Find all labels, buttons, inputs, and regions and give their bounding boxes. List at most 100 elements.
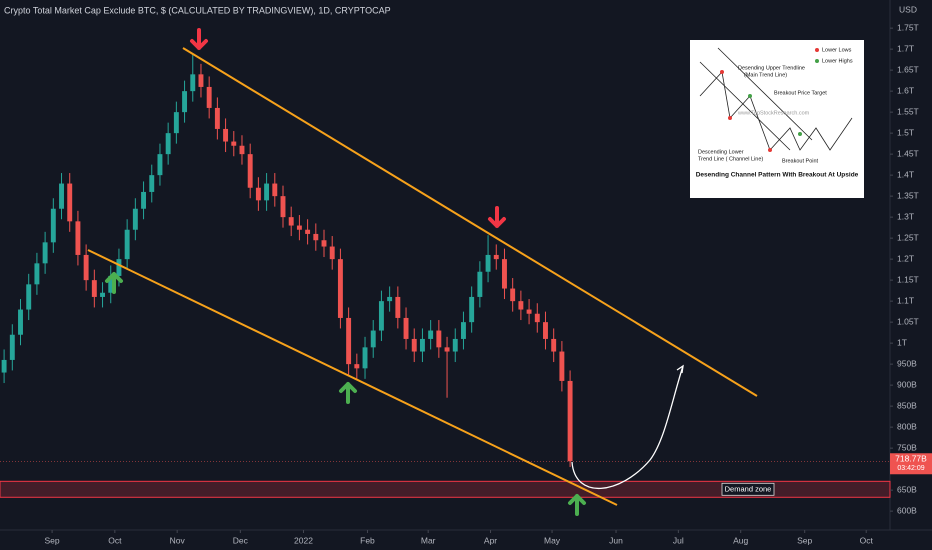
candle-body — [182, 91, 188, 113]
candle-body — [206, 86, 212, 108]
legend-dot — [815, 59, 819, 63]
y-tick-label: 1.25T — [897, 232, 919, 242]
candle-body — [100, 292, 105, 297]
candle-body — [370, 330, 376, 348]
candle-body — [551, 338, 557, 352]
x-tick-label: Aug — [733, 535, 748, 545]
chart-title: Crypto Total Market Cap Exclude BTC, $ (… — [4, 5, 391, 15]
x-tick-label: Oct — [108, 535, 122, 545]
candle-body — [214, 107, 220, 129]
inset-background — [690, 40, 864, 198]
candle-body — [288, 217, 294, 226]
inset-caption: Desending Channel Pattern With Breakout … — [696, 172, 859, 179]
inset-label: Desending Upper Trendline — [738, 65, 805, 71]
demand-zone-label-box — [721, 482, 775, 496]
last-price-label: 718.77B — [895, 454, 927, 464]
candle-body — [18, 309, 23, 335]
inset-label: Breakout Price Target — [774, 90, 827, 96]
candle-body — [190, 74, 196, 92]
x-tick-label: Apr — [484, 535, 497, 545]
candle-body — [518, 301, 524, 310]
candle-body — [67, 183, 73, 222]
candle-body — [313, 233, 319, 241]
candle-body — [567, 380, 573, 462]
y-tick-label: 600B — [897, 505, 917, 515]
y-tick-label: 1.65T — [897, 64, 919, 74]
inset-dot — [720, 70, 724, 74]
candle-body — [42, 242, 48, 264]
legend-dot — [815, 48, 819, 52]
inset-label: (Main Trend Line) — [744, 72, 787, 78]
red-arrow — [190, 28, 208, 50]
x-tick-label: Dec — [233, 535, 249, 545]
candle-body — [1, 359, 7, 373]
candle-body — [34, 263, 40, 285]
candle-body — [165, 133, 171, 155]
candle-body — [141, 191, 147, 209]
inset-dot — [798, 132, 802, 136]
y-tick-label: 1.1T — [897, 295, 914, 305]
candle-body — [395, 296, 401, 318]
projection-arrowhead — [676, 364, 684, 374]
demand-zone-group: Demand zone — [0, 480, 891, 498]
y-tick-label: 1.6T — [897, 85, 914, 95]
projection-curve — [571, 365, 684, 490]
y-tick-label: 1.5T — [897, 127, 914, 137]
x-tick-label: Nov — [170, 535, 186, 545]
candle-body — [75, 221, 81, 255]
inset-site: www.TopStockResearch.com — [737, 110, 810, 116]
candle-body — [534, 313, 540, 323]
demand-zone — [0, 480, 891, 498]
y-tick-label: 750B — [897, 442, 917, 452]
y-tick-label: 950B — [897, 358, 917, 368]
x-tick-label: Feb — [360, 535, 375, 545]
candle-body — [436, 330, 442, 348]
candle-body — [452, 338, 458, 352]
candle-body — [91, 280, 97, 297]
inset-dot — [748, 94, 752, 98]
y-tick-label: 1.45T — [897, 148, 919, 158]
y-tick-label: 1T — [897, 337, 907, 347]
candle-body — [354, 364, 360, 369]
legend-text: Lower Lows — [822, 47, 852, 53]
candle-body — [346, 317, 352, 365]
y-tick-label: 900B — [897, 379, 917, 389]
candle-body — [272, 183, 278, 197]
lower-trendline — [87, 249, 618, 506]
candle-body — [132, 208, 138, 230]
candle-body — [108, 275, 114, 293]
y-tick-label: 1.2T — [897, 253, 914, 263]
y-tick-label: 1.4T — [897, 169, 914, 179]
inset-dot — [768, 148, 772, 152]
candle-body — [149, 175, 155, 192]
candle-body — [378, 301, 384, 331]
x-tick-label: Mar — [421, 535, 436, 545]
candle-body — [296, 225, 302, 230]
inset-label: Descending Lower — [698, 149, 744, 155]
y-tick-label: 1.7T — [897, 43, 914, 53]
candle-body — [173, 112, 179, 134]
legend-text: Lower Highs — [822, 58, 853, 64]
candle-body — [502, 259, 507, 289]
y-tick-label: 650B — [897, 484, 917, 494]
candle-body — [419, 338, 425, 352]
currency-label: USD — [899, 4, 917, 14]
candle-body — [305, 229, 311, 234]
y-tick-label: 1.75T — [897, 22, 919, 32]
countdown-label: 03:42:09 — [897, 465, 924, 472]
candle-body — [329, 246, 335, 260]
candle-body — [337, 259, 343, 318]
candle-body — [493, 254, 499, 260]
y-tick-label: 1.55T — [897, 106, 919, 116]
y-tick-label: 1.15T — [897, 274, 919, 284]
candle-body — [411, 338, 417, 352]
candle-body — [485, 254, 491, 272]
candle-body — [559, 351, 565, 381]
axes: 1.75T 1.7T 1.65T 1.6T 1.55T 1.5T 1.45T 1.4T 1.35… — [45, 22, 932, 545]
candle-body — [543, 322, 548, 339]
candle-body — [124, 229, 130, 260]
candle-body — [428, 330, 434, 339]
candle-body — [444, 347, 450, 352]
